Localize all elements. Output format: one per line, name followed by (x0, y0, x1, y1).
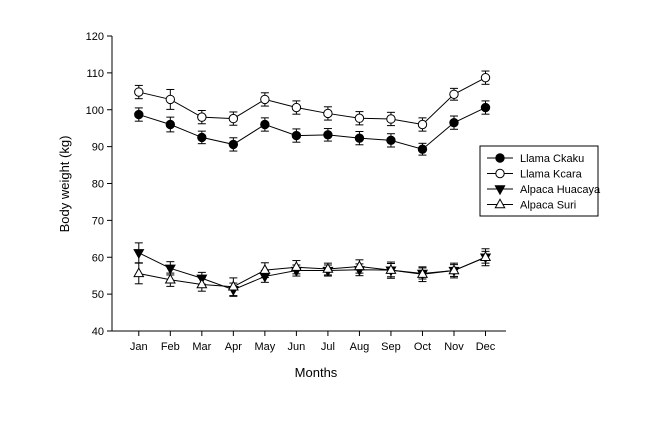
y-tick-label: 50 (92, 289, 104, 301)
data-point (197, 132, 207, 143)
legend-label: Llama Ckaku (520, 153, 584, 165)
data-point (386, 114, 396, 124)
data-point (164, 273, 176, 284)
legend-marker (495, 153, 505, 163)
y-tick-label: 100 (86, 105, 104, 117)
x-axis: Jan Feb Mar Apr May Jun Jul Aug Sep Oct Nov Dec (130, 331, 496, 353)
x-tick-label: Jan (130, 341, 148, 353)
x-tick-label: Sep (381, 341, 401, 353)
data-point (448, 264, 460, 275)
data-point (165, 94, 176, 105)
x-tick-label: Nov (444, 341, 464, 353)
data-point (417, 144, 428, 154)
data-point (354, 133, 365, 143)
y-axis: 40 50 60 70 80 90 100 110 120 (86, 31, 112, 338)
y-tick-label: 70 (92, 215, 104, 227)
data-point (133, 267, 145, 278)
y-tick-label: 110 (86, 68, 104, 80)
data-point (480, 102, 491, 113)
x-tick-label: Apr (225, 341, 242, 353)
data-point (479, 251, 492, 261)
y-tick-label: 90 (92, 142, 104, 154)
data-point (133, 249, 145, 260)
data-point (260, 119, 270, 130)
x-tick-label: Oct (414, 341, 431, 353)
x-tick-label: Dec (476, 341, 496, 353)
series-line (138, 77, 486, 126)
x-tick-label: Jul (321, 341, 335, 353)
x-axis-title: Months (295, 365, 338, 380)
legend-marker (494, 198, 506, 209)
x-tick-label: Feb (161, 341, 180, 353)
legend-marker (494, 185, 506, 196)
data-point (449, 89, 459, 99)
series-line (138, 107, 486, 150)
series-layer (133, 70, 492, 297)
y-tick-label: 120 (86, 31, 104, 43)
data-point (290, 260, 302, 271)
data-point (197, 112, 207, 122)
y-axis-title: Body weight (kg) (57, 136, 72, 233)
legend-label: Alpaca Huacaya (520, 184, 601, 196)
series-alpaca-huacaya (133, 242, 492, 297)
data-point (385, 263, 397, 274)
data-point (164, 264, 176, 275)
data-point (322, 262, 334, 273)
legend-label: Llama Kcara (520, 169, 583, 181)
series-llama-kcara (134, 70, 491, 132)
data-point (323, 108, 333, 119)
legend-marker (495, 168, 505, 179)
y-tick-label: 80 (92, 179, 104, 191)
data-point (291, 130, 302, 141)
x-tick-label: Jun (288, 341, 306, 353)
data-point (228, 139, 239, 150)
legend-item: Alpaca Suri (487, 198, 576, 212)
legend: Llama Ckaku Llama Kcara Alpaca Huacaya Alpa… (479, 145, 601, 217)
x-tick-label: Aug (350, 341, 370, 353)
y-tick-label: 60 (92, 252, 104, 264)
y-tick-label: 40 (92, 326, 104, 338)
data-point (259, 263, 271, 274)
data-point (353, 260, 365, 271)
series-line (138, 256, 486, 288)
x-tick-label: Mar (192, 341, 211, 353)
data-point (323, 130, 333, 140)
legend-item: Alpaca Huacaya (487, 184, 601, 196)
data-point (228, 113, 239, 124)
data-point (354, 113, 365, 123)
data-point (134, 109, 144, 120)
data-point (165, 119, 176, 130)
series-line (138, 252, 486, 291)
data-point (134, 87, 144, 97)
data-point (449, 117, 459, 128)
legend-item: Llama Ckaku (487, 153, 584, 165)
data-point (416, 267, 429, 278)
legend-item: Llama Kcara (487, 169, 583, 181)
data-point (417, 119, 428, 130)
data-point (196, 278, 208, 289)
data-point (386, 135, 396, 146)
data-point (291, 102, 302, 113)
series-llama-ckaku (134, 100, 491, 156)
data-point (480, 72, 491, 83)
data-point (260, 94, 270, 105)
data-point (227, 280, 239, 291)
series-alpaca-suri (133, 250, 492, 297)
x-tick-label: May (254, 341, 275, 353)
legend-label: Alpaca Suri (520, 200, 576, 212)
